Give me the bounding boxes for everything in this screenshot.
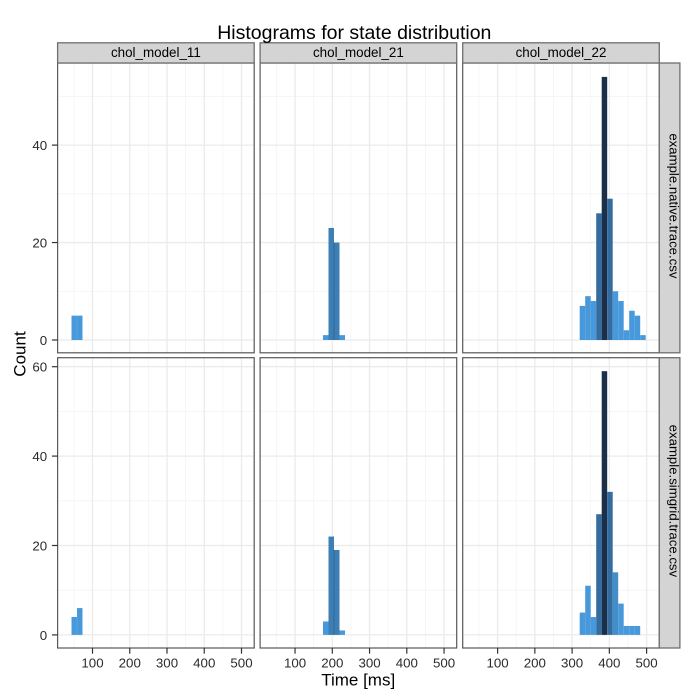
svg-text:500: 500 (636, 655, 658, 670)
svg-text:300: 300 (561, 655, 583, 670)
svg-text:300: 300 (156, 655, 178, 670)
svg-text:chol_model_21: chol_model_21 (313, 45, 404, 60)
svg-text:200: 200 (524, 655, 546, 670)
svg-text:200: 200 (119, 655, 141, 670)
svg-text:40: 40 (32, 449, 47, 464)
svg-text:100: 100 (81, 655, 103, 670)
svg-text:20: 20 (32, 538, 47, 553)
svg-text:0: 0 (40, 628, 47, 643)
svg-text:400: 400 (396, 655, 418, 670)
svg-text:example.simgrid.trace.csv: example.simgrid.trace.csv (666, 425, 681, 578)
svg-text:20: 20 (32, 235, 47, 250)
svg-text:500: 500 (433, 655, 455, 670)
svg-text:60: 60 (32, 360, 47, 375)
svg-text:400: 400 (598, 655, 620, 670)
svg-text:100: 100 (284, 655, 306, 670)
svg-text:100: 100 (487, 655, 509, 670)
svg-text:300: 300 (358, 655, 380, 670)
svg-text:Time [ms]: Time [ms] (321, 671, 395, 690)
svg-text:400: 400 (193, 655, 215, 670)
svg-text:0: 0 (40, 333, 47, 348)
svg-text:example.native.trace.csv: example.native.trace.csv (666, 133, 681, 279)
svg-text:Count: Count (11, 331, 30, 377)
svg-text:Histograms for state distribut: Histograms for state distribution (217, 22, 491, 44)
svg-text:chol_model_11: chol_model_11 (111, 45, 201, 60)
svg-text:chol_model_22: chol_model_22 (516, 45, 607, 60)
svg-text:500: 500 (230, 655, 252, 670)
svg-text:200: 200 (321, 655, 343, 670)
svg-text:40: 40 (32, 138, 47, 153)
